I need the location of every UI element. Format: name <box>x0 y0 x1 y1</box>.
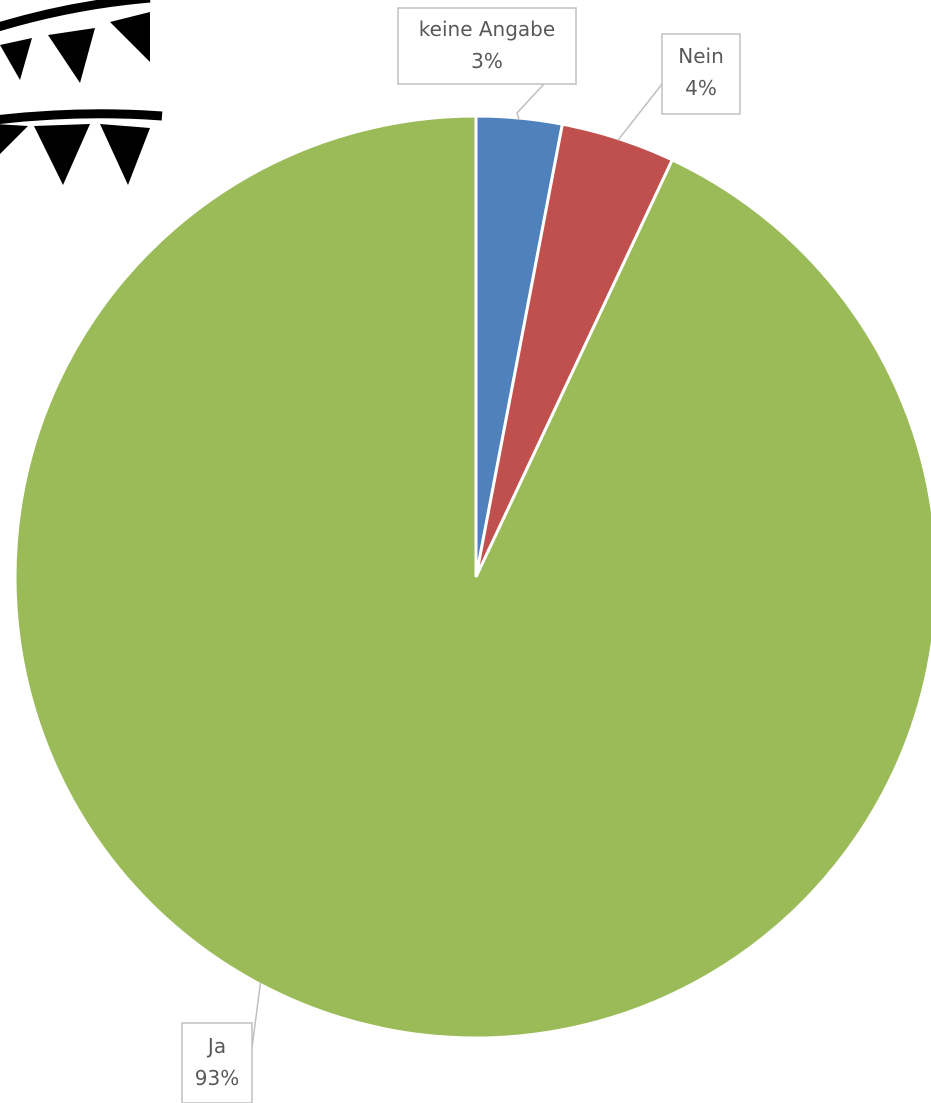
data-label-category: Nein <box>678 44 724 68</box>
data-labels: keine Angabe 3% Nein 4% Ja 93% <box>181 7 741 1103</box>
pie-slice-ja <box>13 114 931 1040</box>
leader-line <box>617 83 663 141</box>
data-label-value: 3% <box>471 49 503 73</box>
bunting-icon <box>0 0 163 185</box>
leader-line <box>251 982 262 1049</box>
leader-line <box>516 83 545 121</box>
data-label-box <box>397 7 577 85</box>
data-label-value: 93% <box>195 1066 239 1090</box>
data-label-value: 4% <box>685 76 717 100</box>
pie-slices <box>13 114 931 1040</box>
data-label-category: Ja <box>206 1034 226 1058</box>
data-label-box <box>661 33 741 115</box>
data-label-category: keine Angabe <box>419 17 555 41</box>
data-label-box <box>181 1022 253 1103</box>
